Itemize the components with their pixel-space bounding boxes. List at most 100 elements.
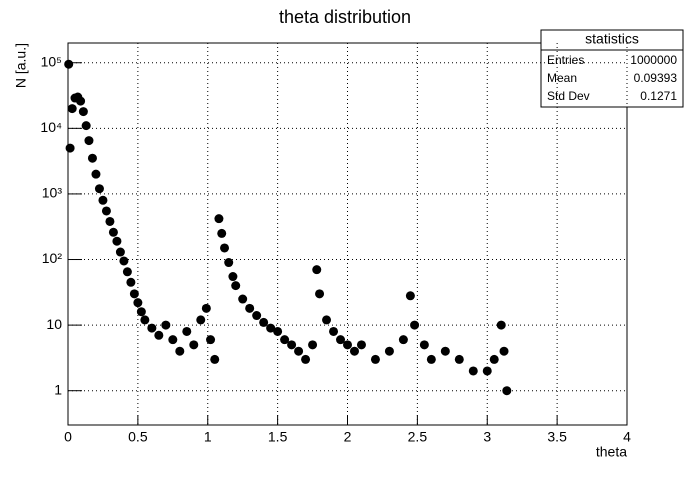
x-tick-label: 0 (64, 429, 72, 445)
x-tick-label: 2 (344, 429, 352, 445)
data-point (122, 267, 132, 277)
x-tick-label: 1.5 (268, 429, 288, 445)
data-point (356, 340, 366, 350)
stats-frame (540, 29, 684, 108)
data-point (214, 214, 224, 224)
data-point (136, 307, 146, 317)
data-point (280, 335, 290, 345)
data-point (231, 281, 241, 291)
data-point (168, 335, 178, 345)
data-point (329, 326, 339, 336)
data-point (201, 303, 211, 313)
data-point (220, 243, 230, 253)
data-point (410, 320, 420, 330)
data-point (426, 354, 436, 364)
data-point (440, 346, 450, 356)
data-point (217, 228, 227, 238)
data-point (154, 330, 164, 340)
data-point (370, 354, 380, 364)
data-point (115, 247, 125, 257)
x-tick-label: 3.5 (547, 429, 567, 445)
x-tick-label: 2.5 (408, 429, 428, 445)
data-point (67, 104, 77, 114)
data-point (228, 272, 238, 282)
data-point (294, 346, 304, 356)
data-point (119, 256, 129, 266)
data-point (489, 354, 499, 364)
data-point (76, 96, 86, 106)
data-point (312, 265, 322, 275)
data-point (98, 195, 108, 205)
stats-key: Mean (547, 71, 577, 85)
data-point (84, 136, 94, 146)
data-point (147, 323, 157, 333)
data-point (315, 289, 325, 299)
data-point (266, 323, 276, 333)
data-point (349, 346, 359, 356)
data-point (301, 354, 311, 364)
data-point (482, 366, 492, 376)
data-point (189, 340, 199, 350)
data-point (287, 340, 297, 350)
data-point (308, 340, 318, 350)
data-point (133, 298, 143, 308)
data-point (468, 366, 478, 376)
y-tick-label: 10⁵ (41, 53, 62, 69)
x-tick-label: 3 (483, 429, 491, 445)
data-point (499, 346, 509, 356)
data-point (140, 315, 150, 325)
data-point (206, 335, 216, 345)
y-tick-label: 10 (46, 316, 62, 332)
y-tick-label: 10⁴ (40, 119, 62, 135)
data-point (252, 311, 262, 321)
data-point (94, 184, 104, 194)
stats-value: 1000000 (630, 53, 677, 67)
y-tick-label: 1 (54, 381, 62, 397)
y-tick-label: 10³ (42, 185, 63, 201)
data-point (64, 59, 74, 69)
data-point (78, 107, 88, 117)
x-tick-label: 4 (623, 429, 631, 445)
data-point (322, 315, 332, 325)
data-point (336, 335, 346, 345)
stats-box: statistics Entries 1000000 Mean 0.09393 … (540, 29, 684, 108)
data-point (405, 291, 415, 301)
data-point (182, 326, 192, 336)
data-point (112, 236, 122, 246)
y-axis-label: N [a.u.] (13, 43, 29, 88)
data-point (398, 335, 408, 345)
data-point (101, 206, 111, 216)
x-tick-label: 1 (204, 429, 212, 445)
data-point (259, 317, 269, 327)
x-tick-label: 0.5 (128, 429, 148, 445)
data-point (105, 216, 115, 226)
data-point (419, 340, 429, 350)
x-axis-label: theta (596, 444, 627, 460)
data-point (87, 153, 97, 163)
data-point (196, 315, 206, 325)
data-point (126, 277, 136, 287)
stats-key: Entries (547, 53, 584, 67)
data-point (343, 340, 352, 350)
stats-key: Std Dev (547, 89, 590, 103)
data-point (502, 386, 512, 396)
data-point (129, 289, 139, 299)
data-point (454, 354, 464, 364)
data-point (91, 169, 101, 179)
data-point (273, 326, 283, 336)
stats-value: 0.09393 (634, 71, 678, 85)
data-point (175, 346, 185, 356)
data-point (81, 121, 91, 131)
data-point (238, 294, 248, 304)
data-point (108, 227, 118, 237)
data-point (210, 354, 220, 364)
chart-title: theta distribution (279, 7, 411, 27)
data-point (384, 346, 394, 356)
stats-value: 0.1271 (640, 89, 677, 103)
y-tick-label: 10² (42, 250, 63, 266)
data-point (161, 320, 171, 330)
data-point (224, 258, 234, 268)
stats-title: statistics (585, 31, 639, 47)
data-point (496, 320, 506, 330)
